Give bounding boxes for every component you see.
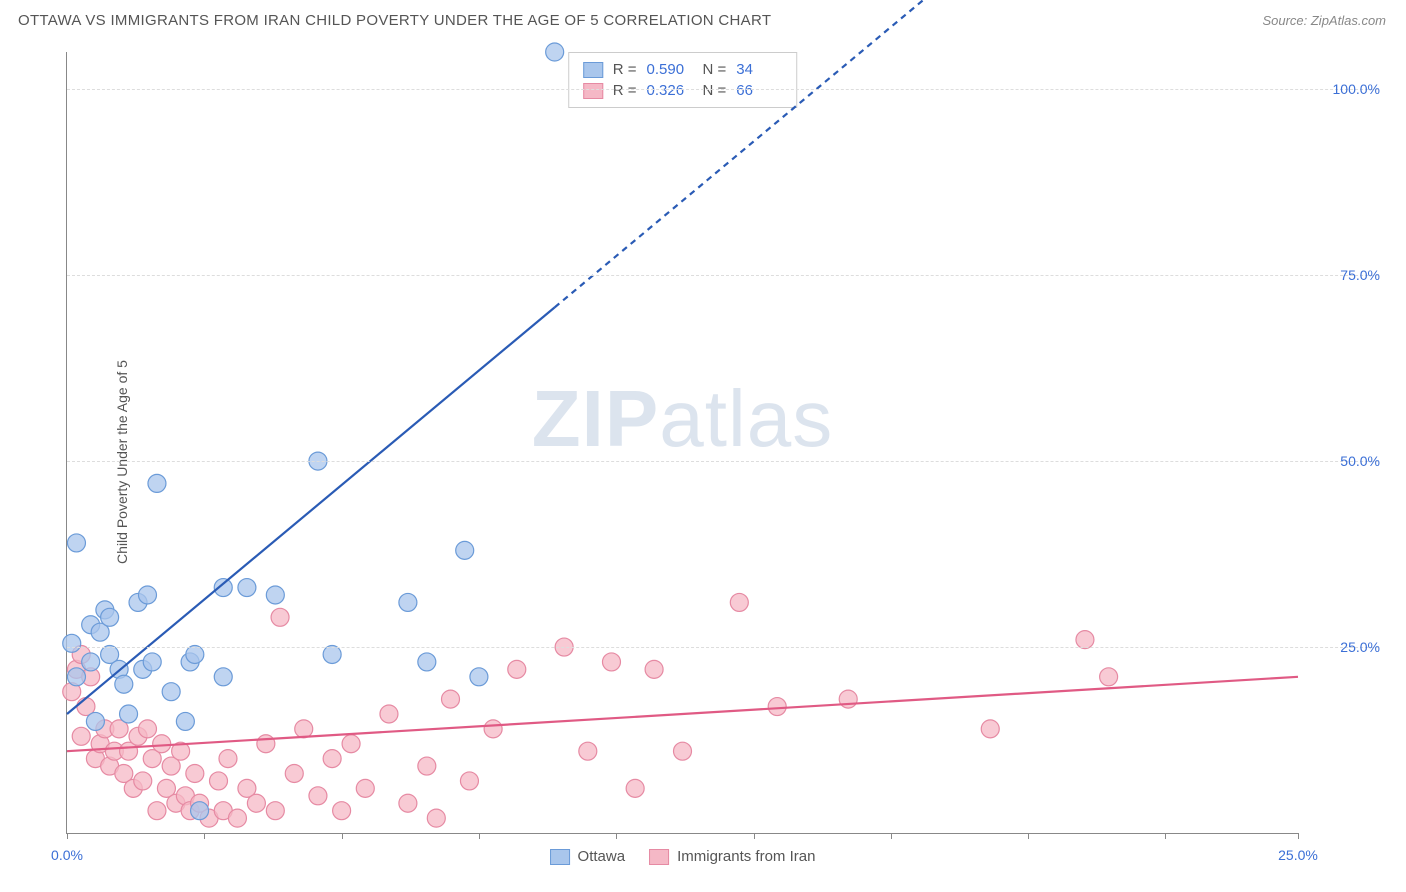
scatter-point <box>508 660 526 678</box>
x-tick <box>204 833 205 839</box>
scatter-point <box>266 586 284 604</box>
scatter-point <box>602 653 620 671</box>
scatter-point <box>266 802 284 820</box>
x-tick <box>891 833 892 839</box>
scatter-point <box>1100 668 1118 686</box>
scatter-point <box>442 690 460 708</box>
scatter-point <box>143 653 161 671</box>
scatter-point <box>456 541 474 559</box>
scatter-point <box>67 534 85 552</box>
plot-area: ZIPatlas R = 0.590 N = 34 R = 0.326 N = … <box>66 52 1298 834</box>
scatter-point <box>247 794 265 812</box>
legend-item-ottawa: Ottawa <box>550 848 626 865</box>
scatter-point <box>356 779 374 797</box>
scatter-point <box>210 772 228 790</box>
scatter-point <box>134 772 152 790</box>
scatter-point <box>176 712 194 730</box>
scatter-point <box>186 645 204 663</box>
scatter-point <box>63 634 81 652</box>
scatter-point <box>427 809 445 827</box>
scatter-point <box>101 608 119 626</box>
scatter-point <box>418 653 436 671</box>
scatter-point <box>333 802 351 820</box>
scatter-point <box>730 593 748 611</box>
scatter-point <box>418 757 436 775</box>
scatter-point <box>148 474 166 492</box>
scatter-point <box>626 779 644 797</box>
scatter-point <box>546 43 564 61</box>
x-tick-label: 0.0% <box>51 847 83 863</box>
scatter-point <box>153 735 171 753</box>
legend-label-iran: Immigrants from Iran <box>677 848 815 865</box>
x-tick <box>67 833 68 839</box>
scatter-point <box>380 705 398 723</box>
scatter-point <box>214 668 232 686</box>
scatter-point <box>138 586 156 604</box>
scatter-point <box>323 750 341 768</box>
scatter-point <box>82 653 100 671</box>
x-tick <box>1165 833 1166 839</box>
scatter-point <box>238 579 256 597</box>
source-attribution: Source: ZipAtlas.com <box>1262 13 1386 28</box>
scatter-point <box>148 802 166 820</box>
x-tick-label: 25.0% <box>1278 847 1318 863</box>
scatter-point <box>72 727 90 745</box>
scatter-point <box>342 735 360 753</box>
scatter-point <box>645 660 663 678</box>
x-tick <box>479 833 480 839</box>
swatch-iran-icon <box>649 849 669 865</box>
scatter-point <box>460 772 478 790</box>
scatter-point <box>219 750 237 768</box>
series-legend: Ottawa Immigrants from Iran <box>550 848 816 865</box>
scatter-point <box>1076 631 1094 649</box>
chart-title: OTTAWA VS IMMIGRANTS FROM IRAN CHILD POV… <box>18 12 771 29</box>
scatter-point <box>115 675 133 693</box>
x-tick <box>1028 833 1029 839</box>
scatter-point <box>981 720 999 738</box>
scatter-svg <box>67 52 1298 833</box>
scatter-point <box>67 668 85 686</box>
scatter-point <box>138 720 156 738</box>
x-tick <box>342 833 343 839</box>
scatter-point <box>295 720 313 738</box>
scatter-point <box>674 742 692 760</box>
x-tick <box>754 833 755 839</box>
scatter-point <box>191 802 209 820</box>
scatter-point <box>399 593 417 611</box>
gridline <box>67 647 1378 648</box>
trend-line <box>67 677 1298 751</box>
scatter-point <box>484 720 502 738</box>
y-tick-label: 50.0% <box>1340 453 1380 469</box>
legend-label-ottawa: Ottawa <box>578 848 626 865</box>
scatter-point <box>257 735 275 753</box>
y-tick-label: 25.0% <box>1340 639 1380 655</box>
gridline <box>67 461 1378 462</box>
trend-line-dashed <box>555 0 1298 307</box>
x-tick <box>616 833 617 839</box>
gridline <box>67 89 1378 90</box>
scatter-point <box>120 705 138 723</box>
scatter-point <box>323 645 341 663</box>
y-tick-label: 75.0% <box>1340 267 1380 283</box>
scatter-point <box>285 764 303 782</box>
trend-line <box>67 307 555 714</box>
y-tick-label: 100.0% <box>1333 81 1380 97</box>
legend-item-iran: Immigrants from Iran <box>649 848 815 865</box>
scatter-point <box>579 742 597 760</box>
scatter-point <box>186 764 204 782</box>
chart-container: Child Poverty Under the Age of 5 ZIPatla… <box>18 40 1388 884</box>
scatter-point <box>162 683 180 701</box>
scatter-point <box>309 787 327 805</box>
x-tick <box>1298 833 1299 839</box>
scatter-point <box>399 794 417 812</box>
gridline <box>67 275 1378 276</box>
scatter-point <box>271 608 289 626</box>
scatter-point <box>228 809 246 827</box>
scatter-point <box>768 698 786 716</box>
swatch-ottawa-icon <box>550 849 570 865</box>
scatter-point <box>470 668 488 686</box>
scatter-point <box>86 712 104 730</box>
